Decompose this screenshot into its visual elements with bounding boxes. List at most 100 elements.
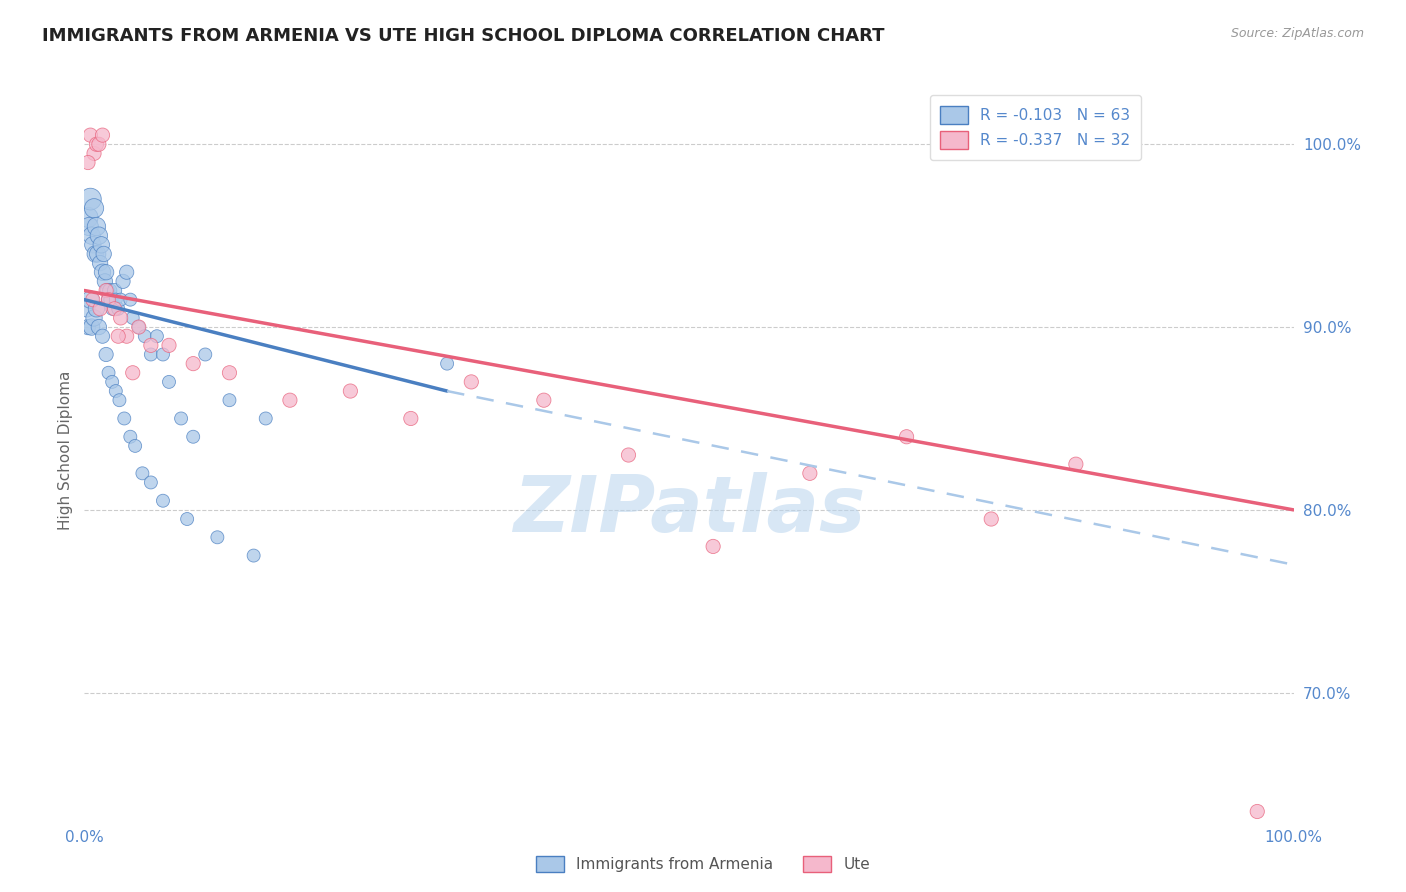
Point: [80, 320, 103, 334]
Point: [112, 274, 135, 288]
Point: [146, 329, 169, 343]
Point: [108, 393, 131, 408]
Point: [107, 329, 129, 343]
Point: [101, 301, 124, 316]
Text: Source: ZipAtlas.com: Source: ZipAtlas.com: [1230, 27, 1364, 40]
Point: [157, 375, 180, 389]
Point: [152, 347, 174, 361]
Point: [83, 310, 105, 325]
Point: [86, 301, 108, 316]
Point: [84, 247, 107, 261]
Point: [115, 265, 138, 279]
Point: [134, 329, 156, 343]
Point: [128, 320, 150, 334]
Point: [702, 540, 724, 554]
Point: [799, 467, 821, 481]
Point: [89, 301, 111, 316]
Point: [399, 411, 422, 425]
Point: [100, 293, 122, 307]
Text: IMMIGRANTS FROM ARMENIA VS UTE HIGH SCHOOL DIPLOMA CORRELATION CHART: IMMIGRANTS FROM ARMENIA VS UTE HIGH SCHO…: [42, 27, 884, 45]
Point: [124, 439, 146, 453]
Point: [87, 228, 110, 243]
Point: [218, 393, 240, 408]
Point: [77, 219, 100, 234]
Point: [128, 320, 150, 334]
Point: [120, 293, 142, 307]
Point: [76, 301, 98, 316]
Point: [460, 375, 482, 389]
Point: [152, 493, 174, 508]
Point: [339, 384, 361, 398]
Point: [107, 301, 129, 316]
Point: [87, 137, 110, 152]
Point: [104, 284, 127, 298]
Point: [110, 310, 132, 325]
Legend: R = -0.103   N = 63, R = -0.337   N = 32: R = -0.103 N = 63, R = -0.337 N = 32: [929, 95, 1140, 160]
Point: [170, 411, 193, 425]
Point: [80, 228, 103, 243]
Point: [278, 393, 301, 408]
Point: [97, 293, 120, 307]
Point: [90, 237, 112, 252]
Point: [436, 357, 458, 371]
Point: [254, 411, 277, 425]
Point: [121, 310, 143, 325]
Point: [112, 411, 135, 425]
Point: [104, 301, 127, 316]
Point: [86, 137, 108, 152]
Point: [104, 384, 127, 398]
Point: [139, 475, 162, 490]
Point: [181, 430, 204, 444]
Point: [110, 293, 132, 307]
Point: [121, 366, 143, 380]
Point: [91, 329, 114, 343]
Point: [139, 347, 162, 361]
Point: [139, 338, 162, 352]
Point: [94, 265, 117, 279]
Point: [1064, 457, 1087, 471]
Point: [181, 357, 204, 371]
Text: ZIPatlas: ZIPatlas: [513, 472, 865, 548]
Point: [617, 448, 640, 462]
Legend: Immigrants from Armenia, Ute: Immigrants from Armenia, Ute: [529, 848, 877, 880]
Point: [83, 201, 105, 215]
Point: [98, 284, 121, 298]
Point: [96, 284, 118, 298]
Point: [87, 320, 110, 334]
Point: [1246, 805, 1268, 819]
Point: [194, 347, 217, 361]
Point: [131, 467, 153, 481]
Point: [86, 247, 108, 261]
Point: [176, 512, 198, 526]
Point: [97, 366, 120, 380]
Point: [79, 192, 101, 206]
Point: [207, 530, 229, 544]
Point: [93, 247, 115, 261]
Point: [896, 430, 918, 444]
Point: [79, 293, 101, 307]
Point: [94, 284, 117, 298]
Point: [89, 256, 111, 270]
Point: [242, 549, 264, 563]
Point: [97, 293, 120, 307]
Y-axis label: High School Diploma: High School Diploma: [58, 371, 73, 530]
Point: [91, 128, 114, 142]
Point: [86, 219, 108, 234]
Point: [980, 512, 1002, 526]
Point: [157, 338, 180, 352]
Point: [101, 375, 124, 389]
Point: [82, 293, 104, 307]
Point: [533, 393, 555, 408]
Point: [77, 155, 100, 169]
Point: [94, 274, 117, 288]
Point: [91, 265, 114, 279]
Point: [82, 237, 104, 252]
Point: [83, 146, 105, 161]
Point: [104, 293, 127, 307]
Point: [120, 430, 142, 444]
Point: [115, 329, 138, 343]
Point: [77, 320, 100, 334]
Point: [218, 366, 240, 380]
Point: [94, 347, 117, 361]
Point: [79, 128, 101, 142]
